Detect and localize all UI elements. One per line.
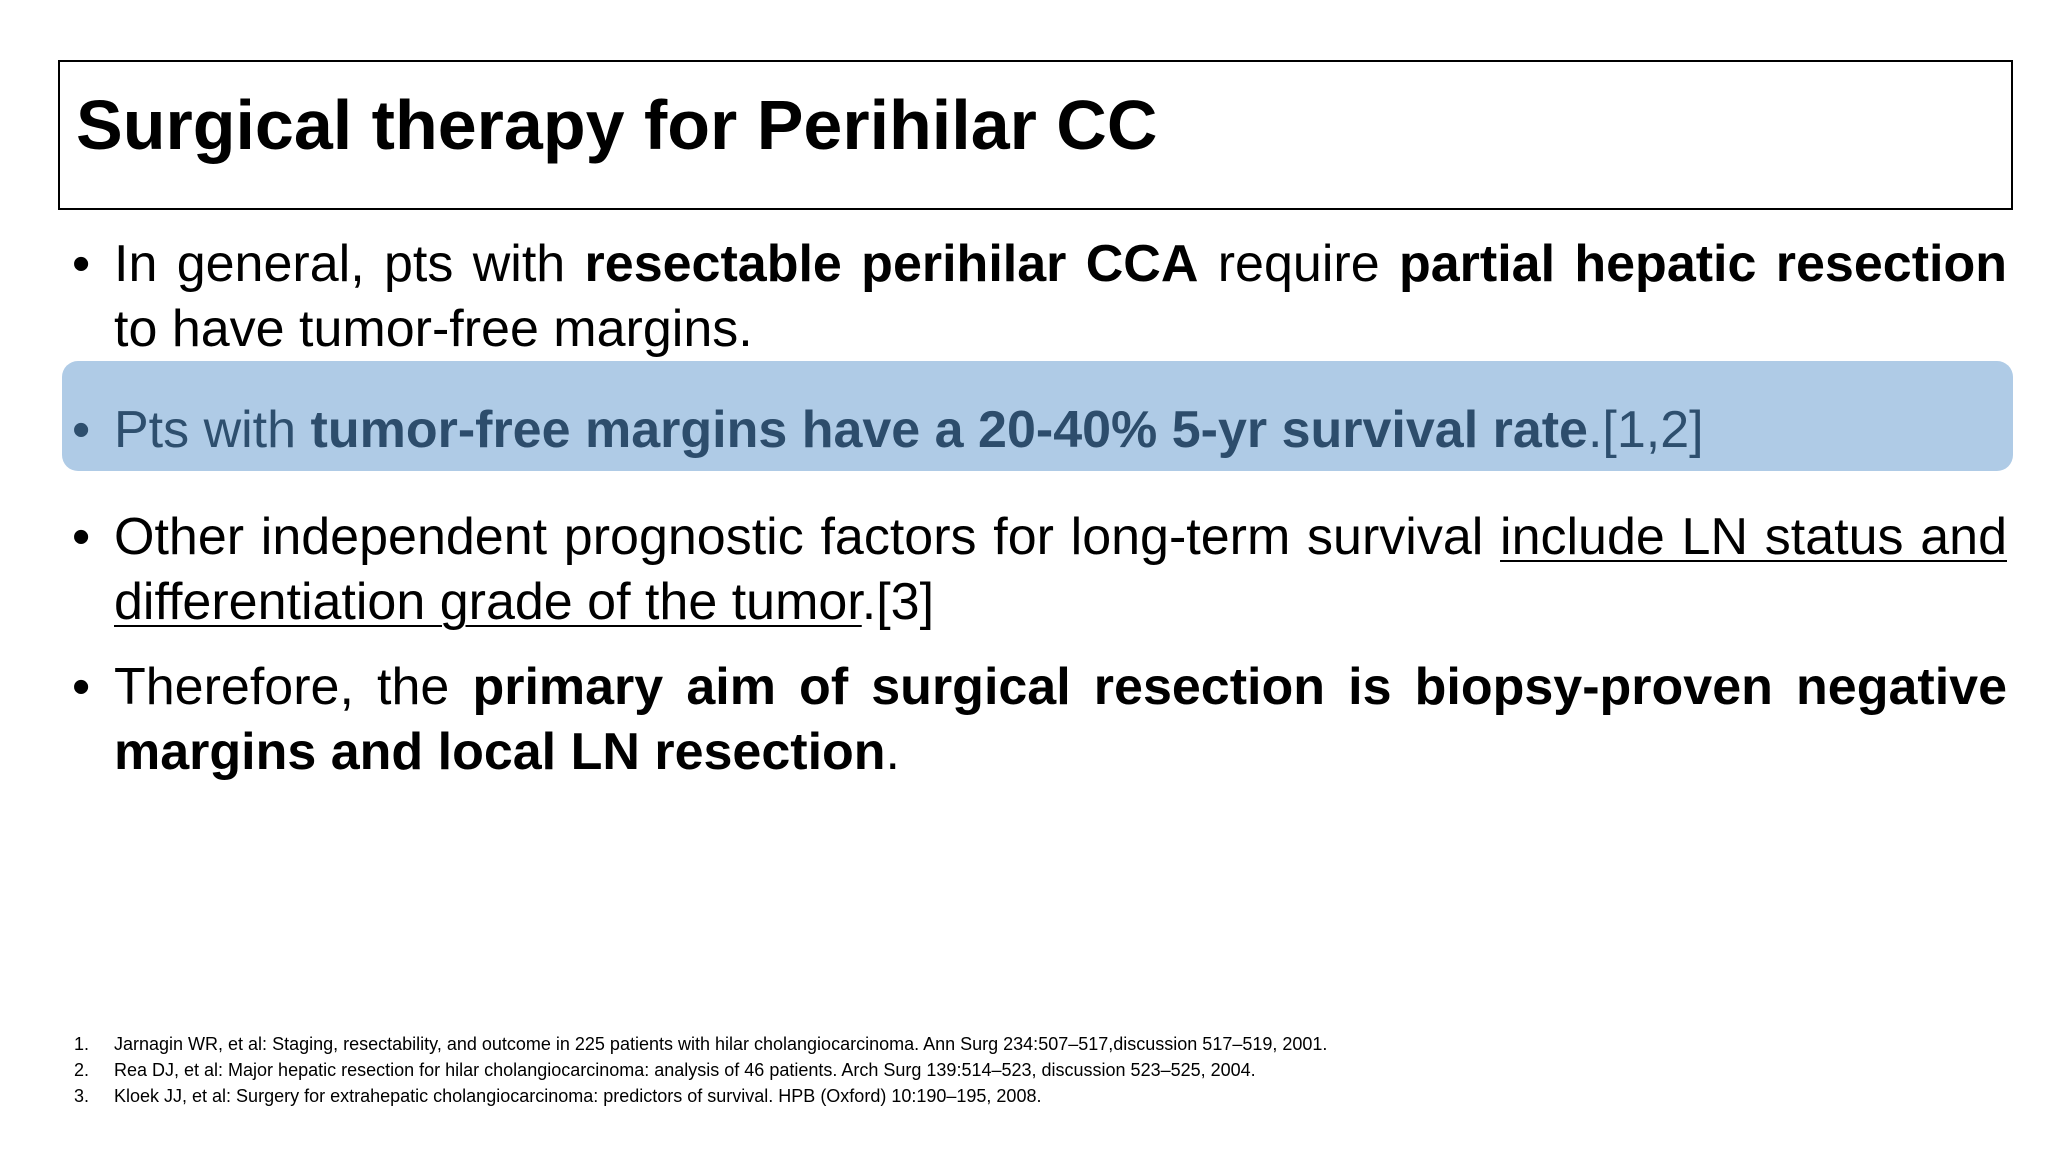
bullet-dot: • (72, 508, 91, 566)
bullet-text: to have tumor-free margins. (114, 300, 753, 358)
reference-item: 2. Rea DJ, et al: Major hepatic resectio… (74, 1057, 1327, 1083)
reference-number: 3. (74, 1086, 90, 1106)
bullet-dot: • (72, 658, 91, 716)
bullet-text: require (1198, 235, 1399, 293)
highlight-band (62, 361, 2013, 471)
bullet-bold-text: primary aim of surgical resection is bio… (114, 658, 2007, 781)
bullet-text: In general, pts with (114, 235, 585, 293)
bullet-list: • In general, pts with resectable perihi… (72, 232, 2007, 785)
bullet-bold-text: resectable perihilar CCA (584, 235, 1199, 293)
reference-number: 2. (74, 1060, 90, 1080)
bullet-text: Pts with (114, 401, 311, 459)
reference-item: 1. Jarnagin WR, et al: Staging, resectab… (74, 1031, 1327, 1057)
bullet-text: . (885, 723, 900, 781)
title-box: Surgical therapy for Perihilar CC (58, 60, 2013, 210)
bullet-text: Other independent prognostic factors for… (114, 508, 1501, 566)
bullet-item-prognostic: • Other independent prognostic factors f… (72, 505, 2007, 635)
reference-text: Rea DJ, et al: Major hepatic resection f… (114, 1060, 1256, 1080)
bullet-item-resection: • In general, pts with resectable perihi… (72, 232, 2007, 362)
references: 1. Jarnagin WR, et al: Staging, resectab… (74, 1031, 1327, 1109)
reference-text: Jarnagin WR, et al: Staging, resectabili… (114, 1034, 1328, 1054)
bullet-bold-text: partial hepatic resection (1398, 235, 2007, 293)
bullet-dot: • (72, 401, 91, 459)
bullet-text: .[1,2] (1587, 401, 1704, 459)
slide-title: Surgical therapy for Perihilar CC (76, 86, 1158, 164)
bullet-text: Therefore, the (114, 658, 473, 716)
bullet-dot: • (72, 235, 91, 293)
bullet-item-aim: • Therefore, the primary aim of surgical… (72, 655, 2007, 785)
bullet-underlined-text: include LN status and differentiation gr… (114, 508, 2007, 631)
bullet-item-survival: • Pts with tumor-free margins have a 20-… (72, 380, 2007, 485)
bullet-text: .[3] (861, 573, 935, 631)
reference-number: 1. (74, 1034, 90, 1054)
bullet-bold-text: tumor-free margins have a 20-40% 5-yr su… (310, 401, 1588, 459)
reference-text: Kloek JJ, et al: Surgery for extrahepati… (114, 1086, 1042, 1106)
reference-item: 3. Kloek JJ, et al: Surgery for extrahep… (74, 1083, 1327, 1109)
